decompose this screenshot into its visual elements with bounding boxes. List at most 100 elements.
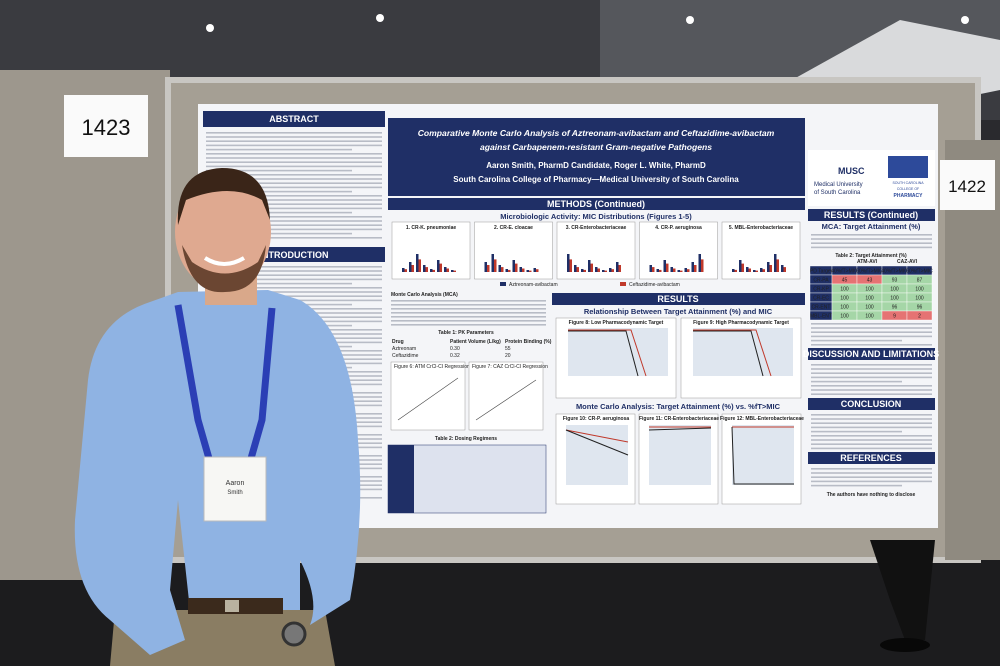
text-line xyxy=(206,161,382,163)
bar xyxy=(611,269,614,272)
text-line xyxy=(811,476,932,478)
figure-title: Figure 9: High Pharmacodynamic Target xyxy=(693,320,789,326)
text-line xyxy=(811,435,932,437)
bar xyxy=(430,269,433,272)
table-cell: 96 xyxy=(892,305,898,311)
bar xyxy=(652,267,655,272)
text-line xyxy=(206,190,352,193)
text-line xyxy=(206,178,382,180)
section-header xyxy=(552,293,805,305)
bar xyxy=(680,270,683,272)
text-line xyxy=(206,270,382,272)
text-line xyxy=(206,228,382,231)
text-line xyxy=(391,308,546,310)
text-line xyxy=(206,216,382,218)
text-line xyxy=(811,372,932,374)
text-line xyxy=(811,246,932,249)
bar xyxy=(425,267,428,272)
table-cell: 100 xyxy=(865,287,874,293)
text-line xyxy=(811,414,932,416)
ceiling-light xyxy=(206,24,214,32)
text-line xyxy=(811,389,932,391)
table-cell: Patient Volume (L/kg) xyxy=(450,339,501,345)
man: Aaron Smith xyxy=(74,168,361,666)
logo-text: of South Carolina xyxy=(814,190,861,196)
figure-title: Figure 8: Low Pharmacodynamic Target xyxy=(569,320,664,326)
booth-number: 1422 xyxy=(948,177,986,196)
text-line xyxy=(811,472,932,474)
poster: ABSTRACT INTRODUCTION Comparative Monte … xyxy=(198,104,939,528)
legend-swatch xyxy=(500,282,506,286)
text-line xyxy=(206,237,382,239)
hair xyxy=(177,168,270,225)
table-cell: 60%fT>MIC xyxy=(906,269,933,275)
bar xyxy=(732,269,735,272)
text-line xyxy=(206,220,382,222)
bar xyxy=(451,270,454,272)
bar xyxy=(494,259,497,272)
bar xyxy=(649,265,652,272)
text-line xyxy=(811,468,932,470)
figure-title: 1. CR-K. pneumoniae xyxy=(406,225,457,231)
bar xyxy=(597,268,600,272)
beard xyxy=(182,245,266,293)
table-cell: 100 xyxy=(915,296,924,302)
text-line xyxy=(811,430,902,433)
text-line xyxy=(391,324,546,326)
bar xyxy=(418,259,421,272)
curve xyxy=(565,429,629,456)
bar xyxy=(769,265,772,272)
belt-buckle xyxy=(225,600,239,612)
bar xyxy=(512,260,515,272)
text-line xyxy=(811,484,902,487)
badge-name: Aaron xyxy=(226,480,245,487)
bar xyxy=(604,270,607,272)
table-title: Table 2: Target Attainment (%) xyxy=(835,253,907,259)
bar xyxy=(760,268,763,272)
section-header xyxy=(808,452,935,464)
table-cell: PD Target xyxy=(810,269,833,275)
text-line xyxy=(811,439,932,441)
table-cell: 60%fT>MIC xyxy=(856,269,883,275)
text-line xyxy=(811,242,932,244)
bar xyxy=(691,262,694,272)
bar xyxy=(404,269,407,272)
table-cell: 100 xyxy=(865,305,874,311)
text-line xyxy=(811,234,932,236)
head xyxy=(175,174,271,290)
table-cell: 0.30 xyxy=(450,346,460,352)
scatter-figure: Figure 6: ATM CrCl-CI Regression Figure … xyxy=(390,361,548,431)
table-cell: 100 xyxy=(865,296,874,302)
bar xyxy=(533,268,536,272)
bar xyxy=(444,267,447,272)
smile xyxy=(203,256,246,266)
bar xyxy=(774,254,777,272)
legend-entry: Aztreonam-avibactam xyxy=(509,282,558,288)
table-header-column xyxy=(388,445,414,513)
bar xyxy=(588,260,591,272)
bar xyxy=(670,267,673,272)
text-line xyxy=(206,203,382,205)
name-badge xyxy=(203,456,267,522)
curve xyxy=(568,329,647,377)
trend-line xyxy=(475,379,537,421)
text-line xyxy=(206,207,382,210)
bar xyxy=(505,269,508,272)
bar xyxy=(694,265,697,272)
table-cell: Drug xyxy=(392,339,404,345)
text-line xyxy=(206,291,382,293)
bar xyxy=(574,265,577,272)
bar xyxy=(515,263,518,272)
text-line xyxy=(206,148,352,151)
bar xyxy=(616,262,619,272)
text-line xyxy=(206,153,382,155)
text-line xyxy=(206,282,352,285)
bar xyxy=(446,268,449,272)
bar xyxy=(618,265,621,272)
text-line xyxy=(206,278,382,281)
table-cell: 9 xyxy=(893,314,896,320)
person-shoe xyxy=(880,638,930,652)
bar xyxy=(781,265,784,272)
table-cell: 20 xyxy=(505,353,511,359)
